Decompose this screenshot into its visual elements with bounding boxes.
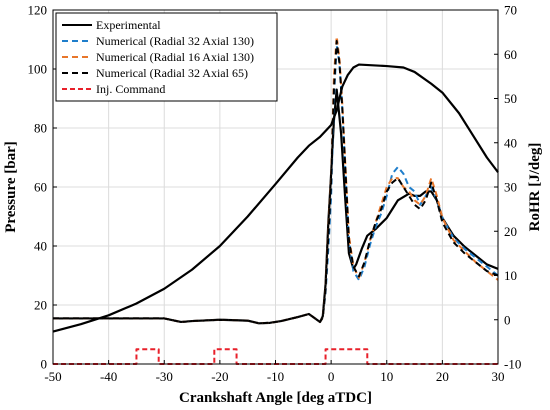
legend-box — [55, 12, 278, 102]
y-left-tick-label: 120 — [28, 3, 48, 18]
y-left-tick-label: 80 — [34, 121, 47, 136]
y-right-tick-label: 10 — [504, 268, 517, 283]
y-right-tick-label: 40 — [504, 135, 517, 150]
series-line — [53, 348, 498, 365]
y-right-tick-label: 70 — [504, 3, 517, 18]
y-left-tick-label: 0 — [41, 357, 48, 372]
legend-label: Inj. Command — [96, 82, 165, 96]
x-tick-label: 0 — [328, 369, 335, 384]
x-tick-label: -40 — [100, 369, 117, 384]
x-tick-label: 30 — [492, 369, 505, 384]
y-axis-left-label: Pressure [bar] — [3, 141, 19, 233]
x-axis-label: Crankshaft Angle [deg aTDC] — [179, 390, 372, 406]
y-left-tick-label: 60 — [34, 180, 47, 195]
y-left-tick-label: 100 — [28, 62, 48, 77]
y-right-tick-label: 60 — [504, 47, 517, 62]
x-tick-label: -20 — [211, 369, 228, 384]
y-right-tick-label: 0 — [504, 312, 511, 327]
x-tick-label: -50 — [44, 369, 61, 384]
legend-label: Numerical (Radial 32 Axial 130) — [96, 34, 254, 48]
series-layer — [52, 35, 499, 365]
legend: Experimental Numerical (Radial 32 Axial 1… — [55, 12, 278, 102]
y-left-tick-label: 20 — [34, 298, 47, 313]
legend-label: Numerical (Radial 16 Axial 130) — [96, 50, 254, 64]
y-right-tick-label: 50 — [504, 91, 517, 106]
legend-label: Experimental — [96, 18, 161, 32]
x-tick-label: -10 — [267, 369, 284, 384]
y-right-tick-label: 20 — [504, 224, 517, 239]
y-left-tick-label: 40 — [34, 239, 47, 254]
x-tick-label: 20 — [436, 369, 449, 384]
x-tick-label: -30 — [156, 369, 173, 384]
y-right-tick-label: -10 — [504, 357, 521, 372]
tick-labels: -50 -40 -30 -20 -10 0 10 20 30020406080100120-10… — [28, 3, 522, 385]
y-right-tick-label: 30 — [504, 180, 517, 195]
legend-label: Numerical (Radial 32 Axial 65) — [96, 66, 248, 80]
y-axis-right-label: RoHR [J/deg] — [527, 143, 543, 232]
x-tick-label: 10 — [380, 369, 393, 384]
series-line — [52, 63, 499, 333]
series-line — [53, 39, 499, 325]
series-line — [53, 88, 499, 325]
